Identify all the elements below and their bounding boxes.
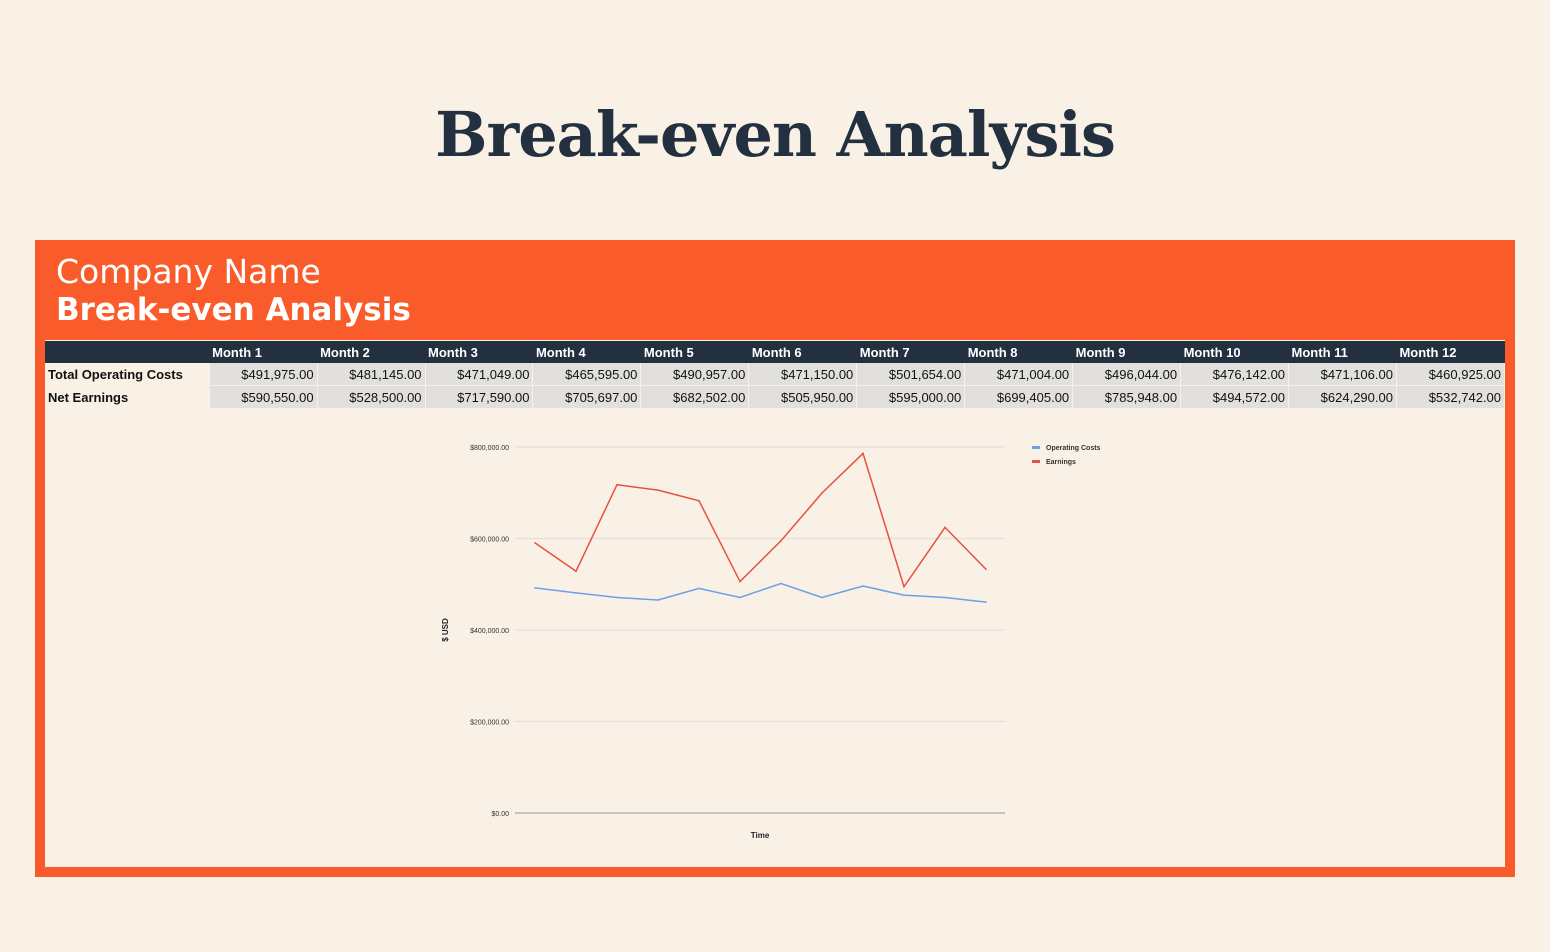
line-chart: $0.00 $200,000.00 $400,000.00 $600,000.00 $8… xyxy=(441,445,1101,840)
card-body: Month 1 Month 2 Month 3 Month 4 Month 5 Month… xyxy=(45,340,1506,867)
data-point xyxy=(821,596,823,599)
corner-cell xyxy=(45,341,210,363)
data-table: Month 1 Month 2 Month 3 Month 4 Month 5 Month… xyxy=(45,341,1506,409)
analysis-card: Company Name Break-even Analysis Month 1… xyxy=(35,240,1515,877)
value-cell: $465,595.00 xyxy=(532,363,642,386)
data-point xyxy=(575,592,577,594)
table-row: Total Operating Costs $491,975.00 $481,145… xyxy=(45,363,1506,386)
value-cell: $481,145.00 xyxy=(317,363,426,386)
value-cell: $785,948.00 xyxy=(1072,385,1182,409)
value-cell: $528,500.00 xyxy=(317,385,426,409)
value-cell: $494,572.00 xyxy=(1180,385,1290,409)
y-axis-label: $ USD xyxy=(441,618,450,642)
data-point xyxy=(862,585,864,587)
card-subtitle: Break-even Analysis xyxy=(56,292,411,328)
data-point xyxy=(862,452,864,455)
value-cell: $471,106.00 xyxy=(1288,363,1397,386)
value-cell: $471,150.00 xyxy=(748,363,858,386)
value-cell: $699,405.00 xyxy=(964,385,1074,409)
data-point xyxy=(903,585,905,588)
row-label: Net Earnings xyxy=(45,385,210,409)
value-cell: $491,975.00 xyxy=(209,363,318,386)
y-tick-label: $200,000.00 xyxy=(470,720,509,727)
series-line-earnings xyxy=(534,452,987,589)
row-label: Total Operating Costs xyxy=(45,363,210,386)
y-tick-label: $800,000.00 xyxy=(470,445,509,452)
value-cell: $590,550.00 xyxy=(209,385,318,409)
month-header: Month 7 xyxy=(856,341,965,363)
month-header: Month 10 xyxy=(1180,341,1289,363)
data-point xyxy=(534,542,536,544)
month-header: Month 6 xyxy=(748,341,857,363)
data-point xyxy=(739,596,741,599)
y-tick-label: $400,000.00 xyxy=(470,628,509,635)
data-point xyxy=(657,489,659,491)
value-cell: $717,590.00 xyxy=(425,385,534,409)
page-title: Break-even Analysis xyxy=(435,98,1116,171)
data-point xyxy=(903,594,905,596)
month-header: Month 2 xyxy=(317,341,426,363)
y-tick-label: $0.00 xyxy=(491,811,509,818)
data-point xyxy=(698,499,700,502)
value-cell: $595,000.00 xyxy=(856,385,966,409)
month-header: Month 11 xyxy=(1288,341,1397,363)
month-header: Month 1 xyxy=(209,341,318,363)
legend-label: Earnings xyxy=(1046,459,1076,466)
value-cell: $490,957.00 xyxy=(640,363,750,386)
value-cell: $460,925.00 xyxy=(1396,363,1506,386)
month-header: Month 3 xyxy=(425,341,533,363)
company-name: Company Name xyxy=(56,252,321,291)
data-point xyxy=(575,570,577,573)
month-header: Month 4 xyxy=(532,341,641,363)
month-header: Month 5 xyxy=(640,341,749,363)
data-point xyxy=(985,601,987,603)
value-cell: $682,502.00 xyxy=(640,385,750,409)
y-tick-label: $600,000.00 xyxy=(470,537,509,544)
data-point xyxy=(616,596,618,599)
value-cell: $501,654.00 xyxy=(856,363,966,386)
data-point xyxy=(780,582,782,585)
data-point xyxy=(944,596,946,599)
value-cell: $532,742.00 xyxy=(1396,385,1506,409)
value-cell: $471,004.00 xyxy=(964,363,1074,386)
x-axis-label: Time xyxy=(751,831,770,840)
legend-label: Operating Costs xyxy=(1046,445,1101,452)
series-line-operating-costs xyxy=(534,582,987,603)
data-point xyxy=(944,526,946,529)
month-header: Month 9 xyxy=(1072,341,1181,363)
data-point xyxy=(985,568,987,571)
value-cell: $505,950.00 xyxy=(748,385,858,409)
value-cell: $476,142.00 xyxy=(1180,363,1290,386)
data-point xyxy=(534,587,536,589)
data-point xyxy=(657,599,659,601)
data-point xyxy=(739,580,741,583)
value-cell: $471,049.00 xyxy=(425,363,534,386)
table-row: Net Earnings $590,550.00 $528,500.00 $717,5… xyxy=(45,385,1506,409)
value-cell: $496,044.00 xyxy=(1072,363,1182,386)
data-point xyxy=(780,539,782,542)
data-point xyxy=(698,587,700,590)
month-header: Month 12 xyxy=(1396,341,1505,363)
month-header: Month 8 xyxy=(964,341,1073,363)
legend-swatch xyxy=(1032,446,1040,449)
data-point xyxy=(821,492,823,494)
legend-swatch xyxy=(1032,460,1040,463)
data-point xyxy=(616,483,618,486)
value-cell: $624,290.00 xyxy=(1288,385,1397,409)
value-cell: $705,697.00 xyxy=(532,385,642,409)
